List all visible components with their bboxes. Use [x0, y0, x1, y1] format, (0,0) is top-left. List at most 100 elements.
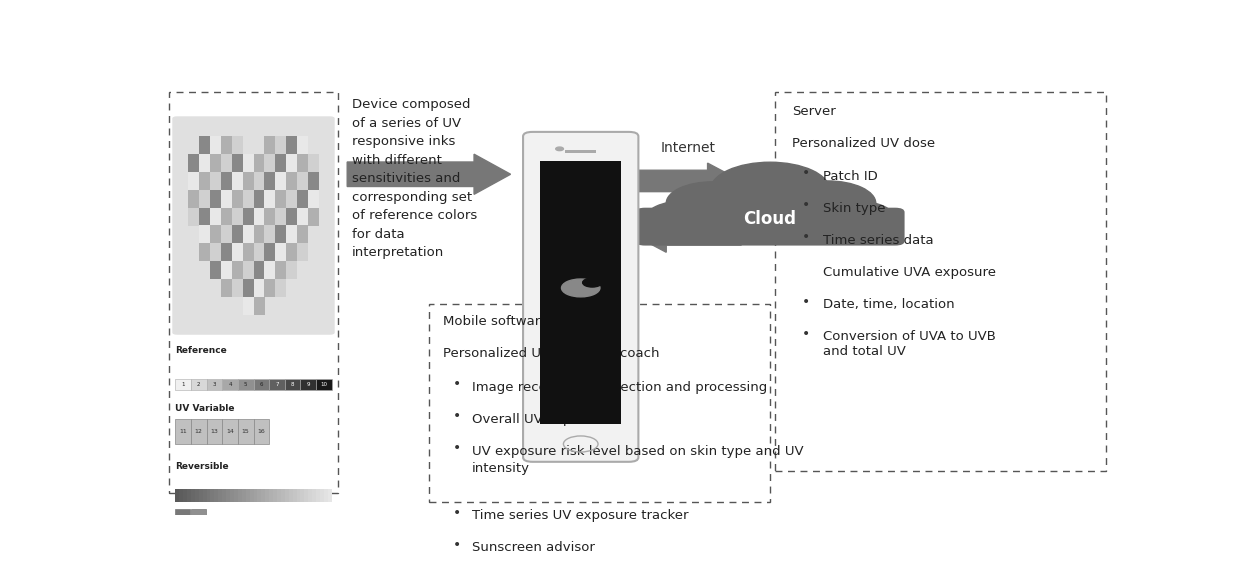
- Bar: [286, 136, 298, 154]
- Bar: [269, 489, 274, 502]
- Bar: [253, 207, 264, 226]
- Bar: [286, 172, 298, 190]
- Circle shape: [780, 181, 875, 226]
- Bar: [275, 207, 286, 226]
- Bar: [275, 279, 286, 297]
- Bar: [184, 489, 187, 502]
- Text: Patch ID: Patch ID: [823, 170, 878, 183]
- Bar: [286, 243, 298, 261]
- Bar: [275, 243, 286, 261]
- Text: Reference: Reference: [175, 346, 227, 355]
- Bar: [327, 489, 332, 502]
- FancyArrow shape: [347, 154, 511, 195]
- Bar: [253, 261, 264, 279]
- Text: Skin type: Skin type: [823, 202, 885, 215]
- Text: 5: 5: [244, 382, 248, 387]
- Text: UV exposure risk level based on skin type and UV
intensity: UV exposure risk level based on skin typ…: [472, 445, 804, 475]
- Bar: [215, 489, 218, 502]
- Bar: [242, 489, 247, 502]
- Circle shape: [556, 147, 563, 151]
- Bar: [541, 161, 621, 424]
- Text: •: •: [802, 199, 810, 212]
- FancyBboxPatch shape: [172, 116, 335, 335]
- Bar: [187, 489, 191, 502]
- Bar: [188, 172, 200, 190]
- Bar: [232, 225, 243, 243]
- Bar: [293, 489, 298, 502]
- Bar: [253, 225, 264, 243]
- Bar: [298, 225, 309, 243]
- Circle shape: [666, 182, 759, 225]
- Bar: [253, 172, 264, 190]
- Bar: [198, 190, 210, 208]
- Bar: [243, 190, 254, 208]
- Circle shape: [818, 201, 895, 237]
- Bar: [298, 190, 309, 208]
- Bar: [243, 172, 254, 190]
- Bar: [316, 379, 332, 390]
- Text: Device composed
of a series of UV
responsive inks
with different
sensitivities a: Device composed of a series of UV respon…: [352, 98, 477, 259]
- Text: Cloud: Cloud: [744, 210, 796, 228]
- Bar: [253, 489, 258, 502]
- Bar: [221, 279, 232, 297]
- Bar: [243, 261, 254, 279]
- Bar: [210, 190, 221, 208]
- Bar: [221, 207, 232, 226]
- Bar: [207, 379, 222, 390]
- Text: •: •: [802, 230, 810, 244]
- Bar: [243, 225, 254, 243]
- Bar: [229, 489, 234, 502]
- Text: UV Variable: UV Variable: [175, 404, 234, 413]
- Text: Server: Server: [792, 105, 836, 118]
- Text: •: •: [802, 327, 810, 340]
- Bar: [243, 243, 254, 261]
- Bar: [210, 261, 221, 279]
- Bar: [275, 136, 286, 154]
- Bar: [198, 172, 210, 190]
- Bar: [298, 172, 309, 190]
- Bar: [238, 379, 253, 390]
- Circle shape: [562, 279, 600, 297]
- Bar: [188, 190, 200, 208]
- Text: •: •: [453, 505, 461, 519]
- Bar: [253, 154, 264, 172]
- Bar: [191, 419, 207, 444]
- Text: Personalized UV exposure coach: Personalized UV exposure coach: [444, 347, 660, 360]
- Text: 2: 2: [197, 382, 201, 387]
- Circle shape: [645, 201, 722, 237]
- Bar: [232, 279, 243, 297]
- Bar: [253, 296, 264, 315]
- Bar: [243, 296, 254, 315]
- FancyArrow shape: [632, 163, 742, 199]
- Bar: [264, 279, 275, 297]
- Text: 18: 18: [195, 518, 202, 523]
- Bar: [226, 489, 231, 502]
- Bar: [253, 243, 264, 261]
- Bar: [264, 136, 275, 154]
- Bar: [264, 243, 275, 261]
- Bar: [275, 190, 286, 208]
- Bar: [253, 190, 264, 208]
- Bar: [232, 172, 243, 190]
- Text: Personalized UV dose: Personalized UV dose: [792, 137, 935, 150]
- Bar: [232, 243, 243, 261]
- Bar: [243, 207, 254, 226]
- Text: Reversible: Reversible: [175, 461, 229, 471]
- Bar: [269, 379, 285, 390]
- Bar: [222, 379, 238, 390]
- Bar: [308, 190, 319, 208]
- Text: 15: 15: [242, 429, 249, 434]
- Bar: [264, 190, 275, 208]
- Bar: [188, 207, 200, 226]
- Bar: [218, 489, 223, 502]
- Text: Overall UV exposure: Overall UV exposure: [472, 413, 609, 426]
- Bar: [264, 261, 275, 279]
- Text: 16: 16: [258, 429, 265, 434]
- Text: 4: 4: [228, 382, 232, 387]
- Bar: [211, 489, 215, 502]
- Text: 17: 17: [179, 518, 186, 523]
- Bar: [304, 489, 309, 502]
- Bar: [298, 207, 309, 226]
- Bar: [234, 489, 238, 502]
- Bar: [300, 489, 305, 502]
